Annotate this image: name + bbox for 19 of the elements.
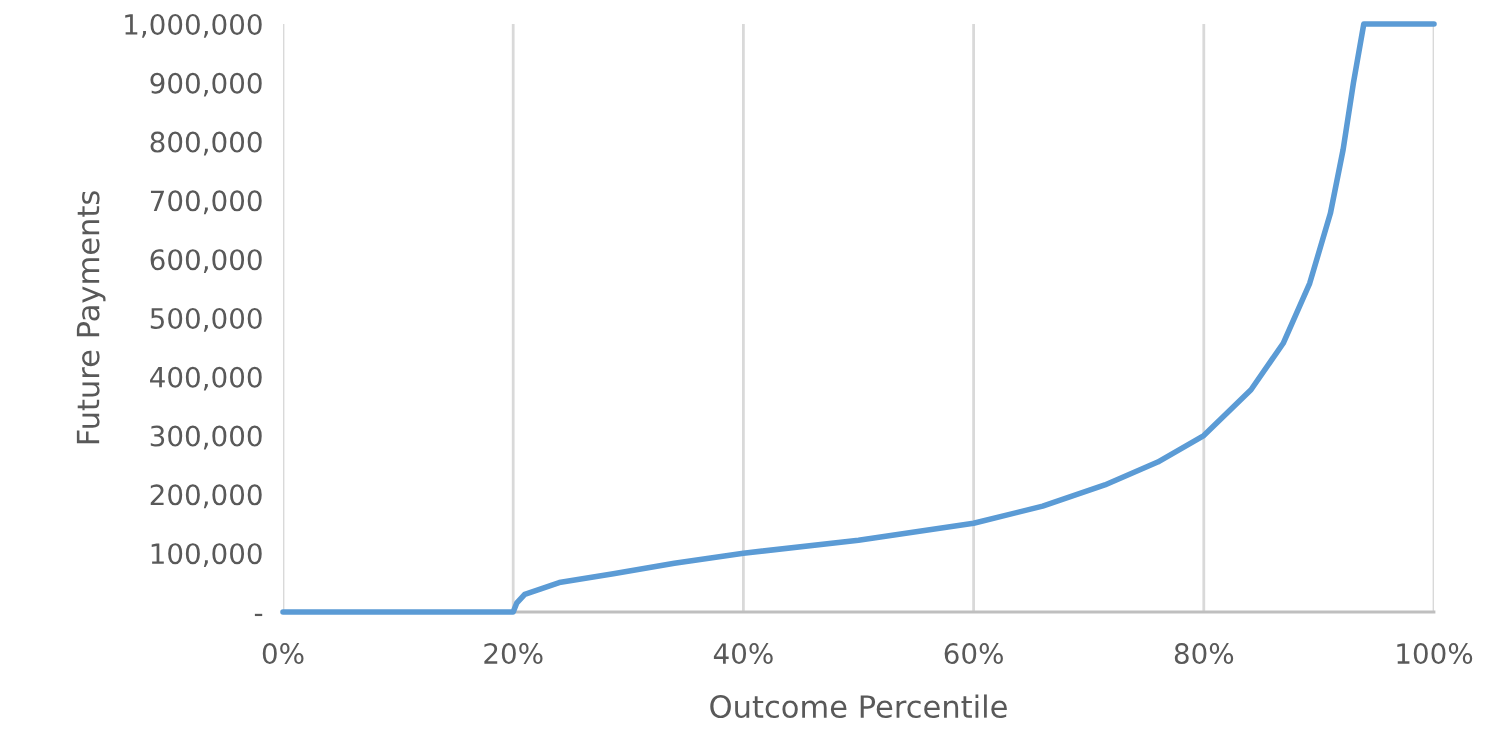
x-tick-label: 40% — [713, 643, 773, 665]
x-tick-label: 60% — [944, 643, 1003, 665]
x-axis-title: Outcome Percentile — [710, 694, 1007, 719]
y-tick-label: 400,000 — [150, 366, 262, 391]
x-tick-label: 100% — [1397, 643, 1473, 665]
y-tick-label: 500,000 — [150, 307, 262, 332]
y-tick-label: 100,000 — [151, 543, 262, 567]
x-tick-label: 80% — [1174, 643, 1234, 665]
y-axis-title: Future Payments — [76, 191, 106, 444]
y-tick-label: 800,000 — [150, 131, 262, 156]
x-tick-label: 20% — [484, 643, 543, 665]
y-tick-label: 300,000 — [150, 425, 262, 450]
y-tick-label: 700,000 — [150, 190, 262, 215]
y-tick-label: 600,000 — [150, 249, 262, 273]
x-tick-label: 0% — [262, 643, 304, 665]
y-tick-label: 200,000 — [150, 484, 262, 509]
y-tick-label: - — [254, 613, 263, 617]
y-tick-label: 1,000,000 — [125, 13, 262, 38]
y-tick-label: 900,000 — [150, 72, 262, 97]
